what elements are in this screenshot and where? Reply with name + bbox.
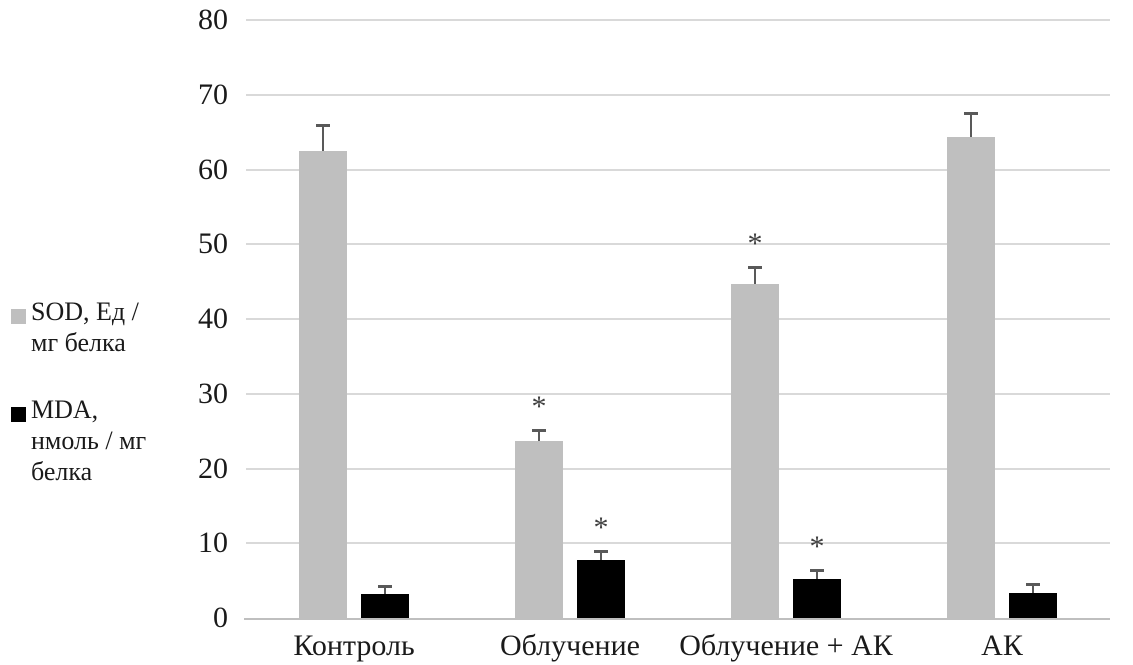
error-bar-cap: [316, 124, 330, 128]
error-bar-whisker: [970, 112, 972, 138]
gridline: [246, 93, 1110, 96]
x-category-label: Облучение + АК: [679, 629, 893, 662]
y-tick-label: 60: [198, 152, 228, 186]
gridline: [246, 392, 1110, 395]
y-tick-label: 30: [198, 376, 228, 410]
y-tick-label: 50: [198, 227, 228, 261]
significance-asterisk: *: [747, 226, 763, 260]
significance-asterisk: *: [531, 389, 547, 423]
bar-mda-0: [361, 594, 409, 618]
significance-asterisk: *: [593, 511, 609, 545]
error-bar-cap: [748, 265, 762, 269]
gridline: [246, 19, 1110, 21]
significance-asterisk: *: [809, 530, 825, 564]
y-tick-label: 10: [198, 526, 228, 560]
y-tick-label: 70: [198, 77, 228, 111]
legend-swatch-mda-icon: [11, 407, 26, 422]
bar-sod-0: [299, 150, 347, 618]
x-category-label: Контроль: [293, 629, 415, 662]
x-axis-line: [244, 618, 1110, 620]
x-category-label: Облучение: [500, 629, 640, 662]
x-category-label: АК: [981, 629, 1023, 662]
bar-mda-1: [577, 560, 625, 618]
bar-mda-3: [1009, 592, 1057, 618]
gridline: [246, 243, 1110, 246]
gridline: [246, 318, 1110, 320]
error-bar-cap: [532, 428, 546, 432]
error-bar-whisker: [1032, 583, 1034, 593]
bar-sod-2: [731, 283, 779, 618]
error-bar-whisker: [600, 551, 602, 561]
legend-entry-sod: SOD, Ед / мг белка: [11, 296, 139, 358]
gridline: [246, 542, 1110, 545]
error-bar-whisker: [816, 570, 818, 580]
gridline: [246, 467, 1110, 470]
legend-label-sod: SOD, Ед / мг белка: [31, 297, 139, 357]
legend-label-mda: MDA, нмоль / мг белка: [31, 395, 147, 486]
error-bar-whisker: [384, 585, 386, 595]
bar-sod-3: [947, 137, 995, 618]
error-bar-cap: [378, 584, 392, 588]
y-tick-label: 20: [198, 451, 228, 485]
error-bar-cap: [964, 111, 978, 115]
error-bar-whisker: [754, 266, 756, 284]
error-bar-whisker: [538, 429, 540, 441]
error-bar-cap: [810, 569, 824, 573]
y-tick-label: 0: [213, 601, 228, 634]
legend-entry-mda: MDA, нмоль / мг белка: [11, 394, 146, 487]
y-tick-label: 40: [198, 302, 228, 335]
error-bar-cap: [1026, 582, 1040, 586]
bar-sod-1: [515, 440, 563, 618]
error-bar-whisker: [322, 125, 324, 151]
y-tick-label: 80: [198, 3, 228, 36]
gridline: [246, 168, 1110, 171]
legend-swatch-sod-icon: [11, 309, 26, 324]
error-bar-cap: [594, 550, 608, 554]
bar-mda-2: [793, 579, 841, 618]
